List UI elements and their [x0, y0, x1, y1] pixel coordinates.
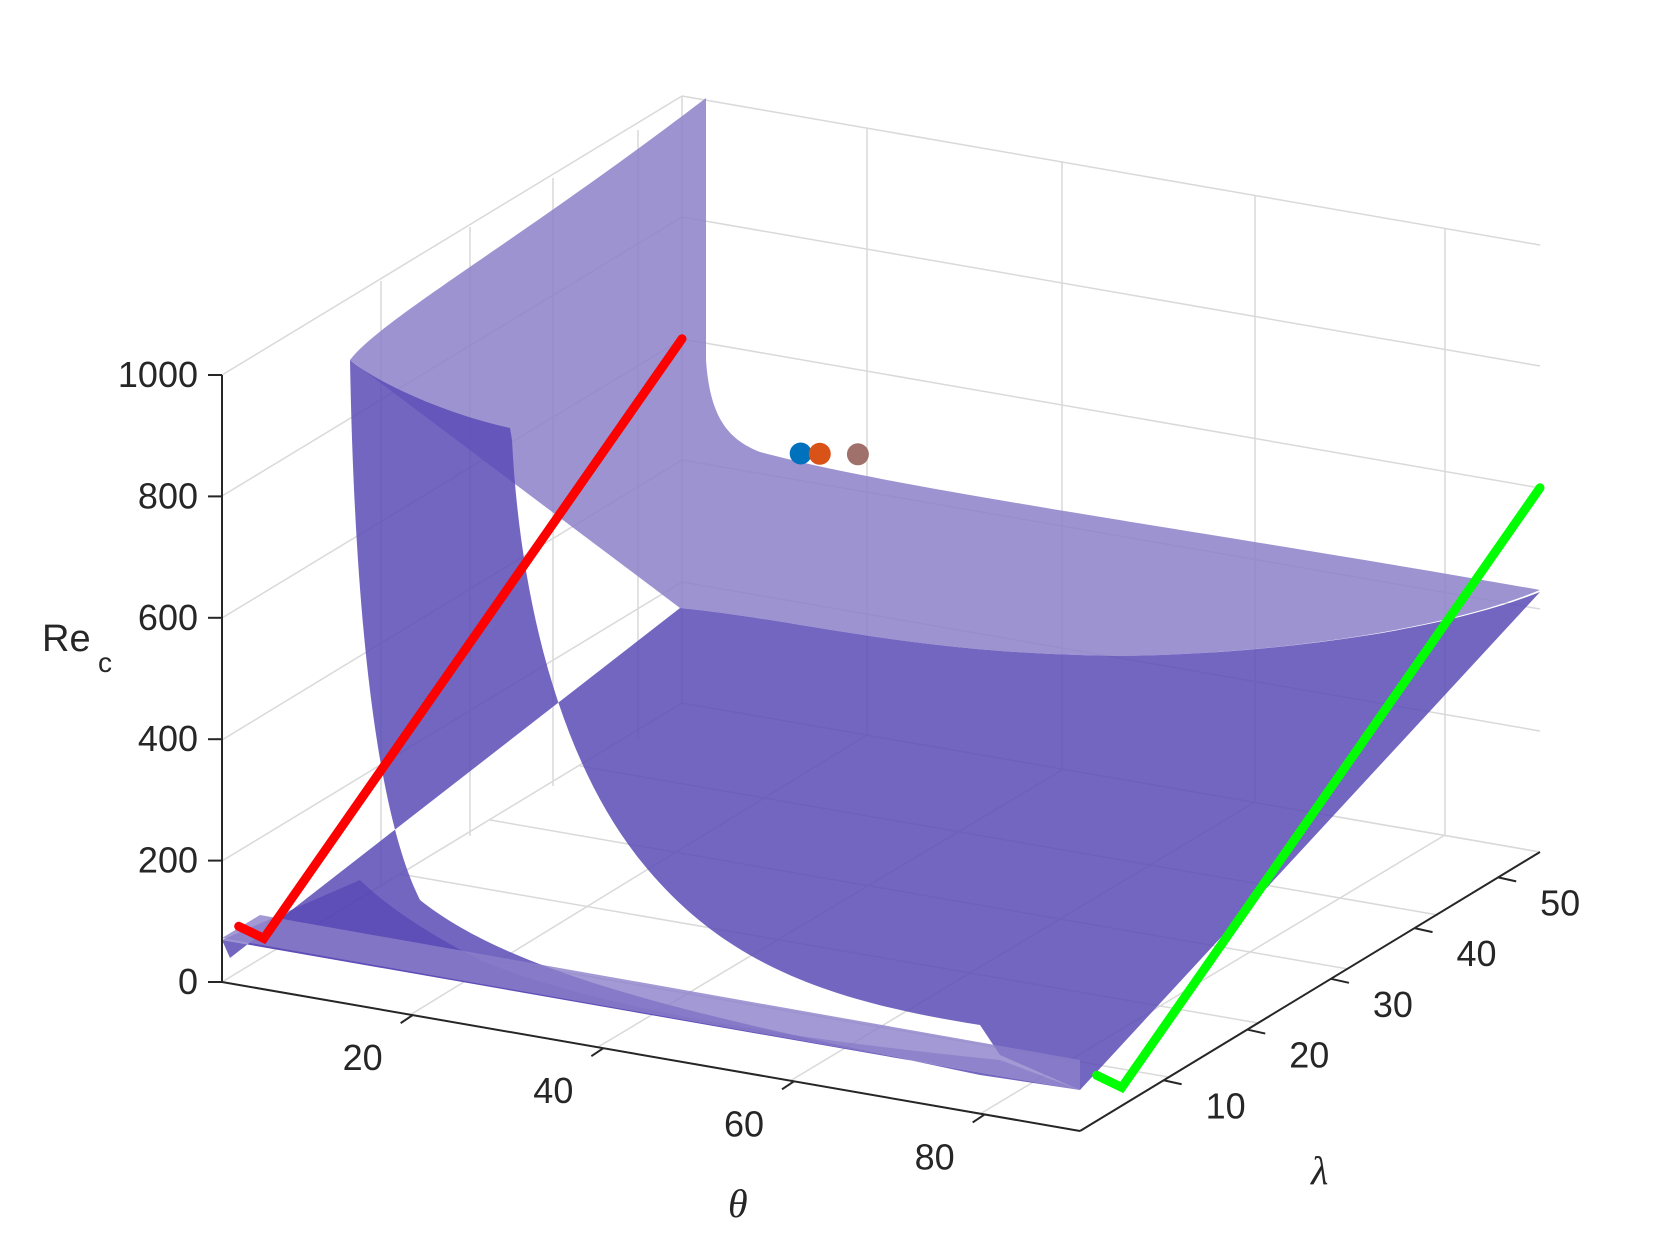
marker-point	[846, 443, 869, 466]
x-tick-label: 80	[915, 1136, 955, 1177]
surface-light-strip	[222, 915, 1080, 1090]
surface-back-sheet	[350, 98, 1540, 656]
axes	[221, 375, 1541, 1132]
markers	[789, 442, 869, 466]
y-tick-label: 30	[1373, 984, 1413, 1025]
y-tick-label: 10	[1206, 1085, 1246, 1126]
z-tick-label: 1000	[118, 354, 198, 395]
grid-line	[681, 216, 1541, 367]
z-tick-label: 400	[138, 718, 198, 759]
x-tick-label: 40	[533, 1070, 573, 1111]
x-tick	[781, 1080, 795, 1091]
y-tick	[1330, 977, 1350, 984]
x-tick	[972, 1113, 986, 1124]
x-tick	[590, 1047, 604, 1058]
surface	[222, 98, 1540, 1090]
z-tick-label: 200	[138, 840, 198, 881]
y-tick-label: 50	[1540, 882, 1580, 923]
y-tick-label: 40	[1457, 933, 1497, 974]
y-tick-label: 20	[1289, 1035, 1329, 1076]
z-tick-label: 800	[138, 475, 198, 516]
marker-point	[808, 442, 831, 465]
z-tick-label: 600	[138, 597, 198, 638]
green-curve	[1092, 483, 1545, 1094]
y-tick	[1247, 1028, 1266, 1035]
z-axis-label-subscript: c	[98, 647, 112, 678]
y-axis-label: λ	[1310, 1148, 1328, 1193]
grid-line	[221, 95, 683, 376]
z-tick-label: 0	[178, 961, 198, 1002]
y-tick	[1497, 876, 1517, 883]
tick-marks	[208, 374, 1517, 1124]
x-tick-label: 20	[343, 1037, 383, 1078]
curves	[234, 334, 1545, 1094]
grid-line	[681, 95, 1541, 246]
grid-line	[681, 338, 1541, 489]
red-curve	[234, 334, 687, 945]
x-tick	[400, 1014, 414, 1024]
x-axis-line	[221, 981, 1081, 1132]
y-axis-line	[1079, 851, 1541, 1132]
z-axis-label: Re	[42, 618, 91, 660]
x-tick-label: 60	[724, 1103, 764, 1144]
y-tick	[1414, 927, 1433, 934]
tick-labels: 0 200 400 600 800 1000 20 40 60 80 10 20 30 40 50	[118, 354, 1580, 1177]
x-axis-label: θ	[728, 1181, 748, 1226]
surface-front-sheet	[222, 360, 1540, 1090]
marker-point	[789, 442, 812, 465]
y-tick	[1163, 1079, 1182, 1086]
